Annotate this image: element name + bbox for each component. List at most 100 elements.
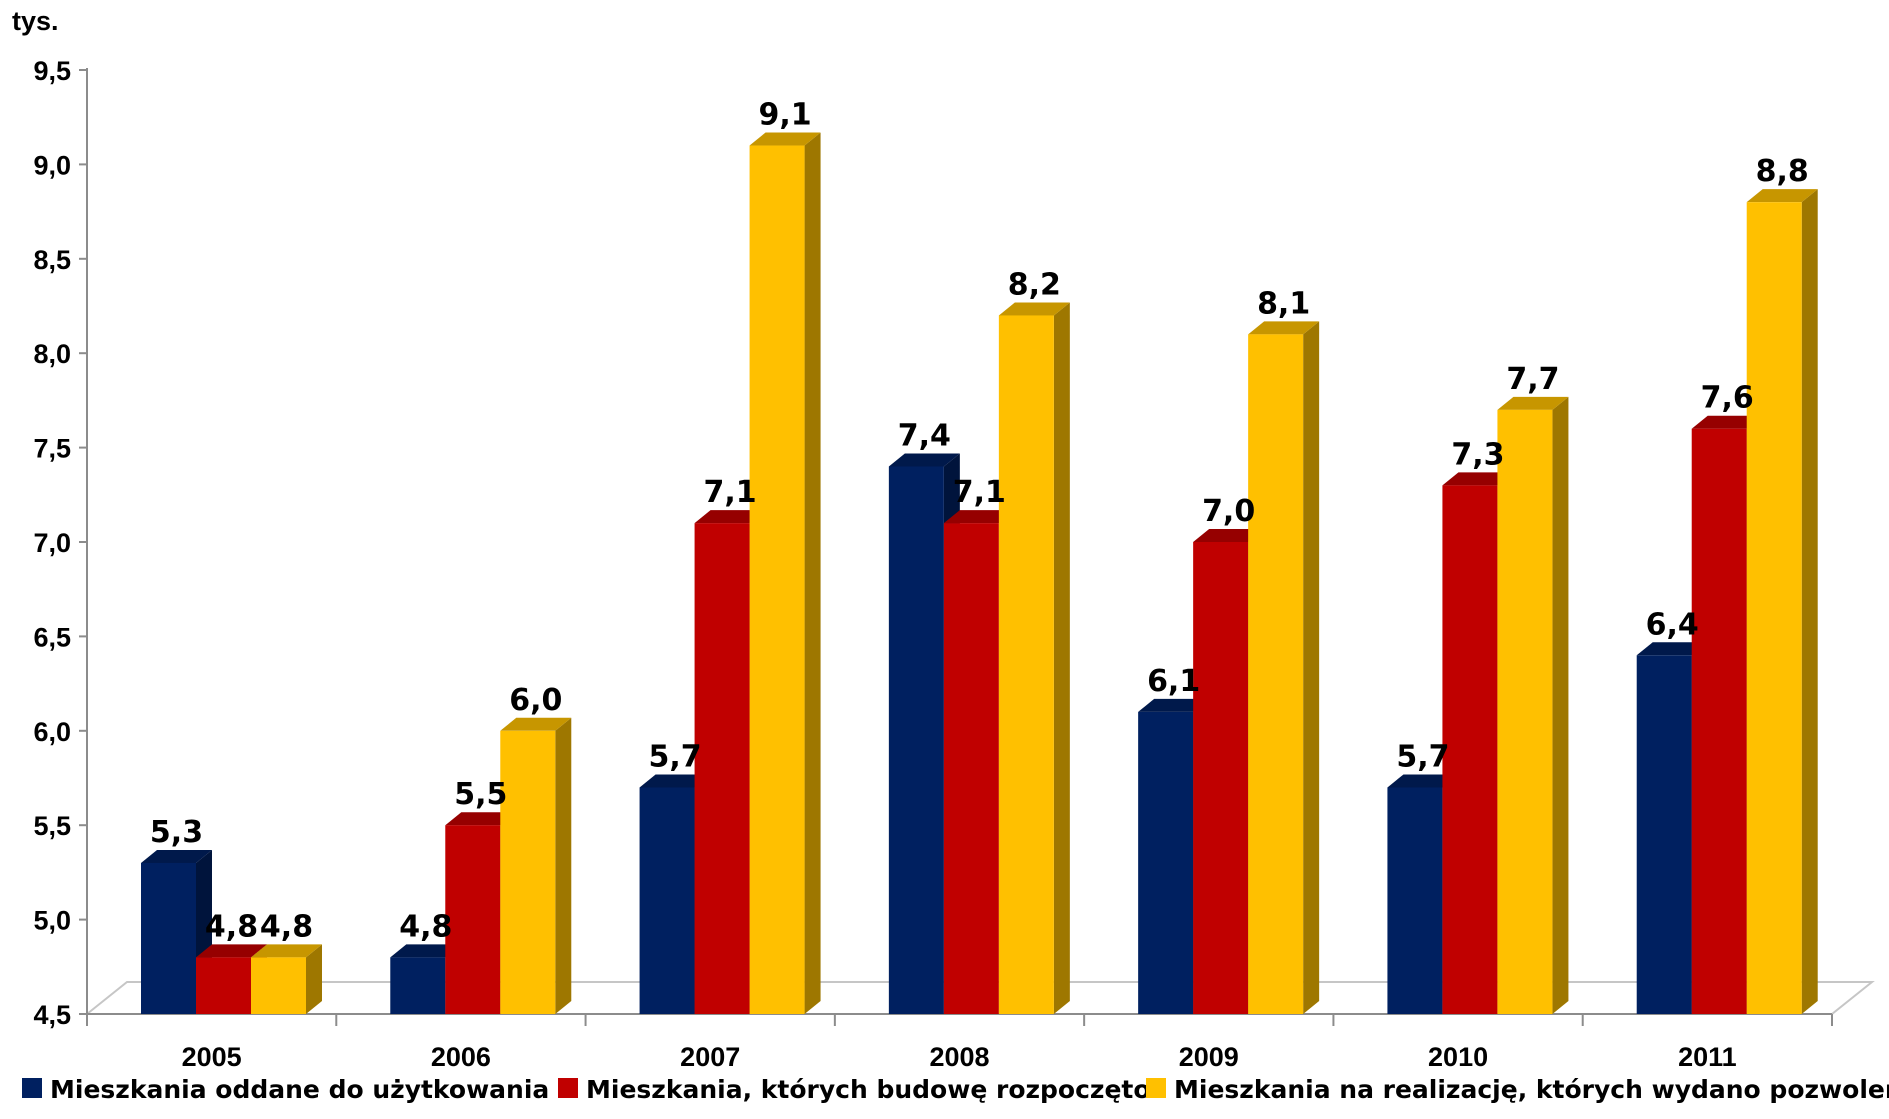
bar-front-face [500,730,556,1014]
bar-top-face [196,944,267,958]
bar-front-face [390,957,446,1014]
bar-top-face [1387,774,1459,788]
bar-front-face [1636,655,1692,1014]
bar-front-face [141,862,196,1014]
bar-top-face [1193,529,1265,542]
x-tick-label: 2006 [431,1042,491,1072]
y-tick-label: 5,5 [33,811,71,841]
legend-swatch [558,1078,578,1098]
x-tick-label: 2008 [929,1042,989,1072]
legend-label: Mieszkania na realizację, których wydano… [1174,1075,1889,1104]
bar [1248,321,1320,1014]
bar-top-face [639,774,711,788]
data-label: 8,8 [1756,154,1809,189]
bar-top-face [749,132,821,146]
data-label: 8,2 [1008,267,1061,302]
bar [998,302,1070,1014]
y-tick-label: 7,5 [33,434,71,464]
bar-front-face [943,523,999,1014]
bar-side-face [306,944,322,1014]
bar-top-face [1497,396,1569,410]
bar-top-face [445,812,517,826]
bar-top-face [1248,321,1320,335]
data-label: 5,5 [454,777,507,812]
data-label: 7,1 [703,475,756,510]
y-tick-label: 5,0 [33,906,71,936]
bar-side-face [555,717,572,1014]
bar [1746,189,1818,1014]
bar-front-face [1691,428,1747,1015]
bar-top-face [1636,642,1708,656]
data-label: 7,1 [953,475,1006,510]
y-tick-label: 6,5 [33,622,71,652]
data-label: 7,6 [1701,381,1754,416]
data-label: 6,1 [1147,664,1200,699]
y-tick-label: 8,0 [33,339,71,369]
bar [749,132,821,1014]
y-tick-label: 6,0 [33,717,71,747]
y-tick-label: 8,5 [33,245,71,275]
bar-front-face [749,145,805,1014]
bar-front-face [251,957,306,1014]
bar-side-face [804,132,821,1014]
x-tick-label: 2005 [182,1042,242,1072]
data-labels: 5,3 4,8 5,7 7,4 6,1 5,7 6,4 4,8 5,5 7,1 7,1 7,0 7,3 7… [150,98,1809,945]
legend-swatch [22,1078,42,1098]
bar-top-face [1746,189,1818,203]
data-label: 8,1 [1257,286,1310,321]
bar-top-face [998,302,1070,316]
data-label: 5,7 [1396,739,1449,774]
x-tick-label: 2007 [680,1042,740,1072]
x-tick-label: 2011 [1678,1042,1737,1072]
bar-front-face [445,825,501,1014]
bar-front-face [1138,711,1194,1014]
bar-top-face [943,510,1015,524]
bar-top-face [141,849,212,863]
y-tick-label: 4,5 [33,1000,71,1030]
bar-side-face [1303,321,1320,1014]
data-label: 7,3 [1451,437,1504,472]
y-tick-label: 7,0 [33,528,71,558]
legend: Mieszkania oddane do użytkowania Mieszkan… [22,1075,1889,1104]
legend-swatch [1146,1078,1166,1098]
data-label: 7,4 [898,418,951,453]
y-axis-unit-label: tys. [12,6,59,36]
bar [251,944,322,1014]
bar-front-face [694,523,750,1014]
x-tick-label: 2009 [1179,1042,1239,1072]
bar-side-face [1552,396,1569,1015]
y-tick-label: 9,0 [33,150,71,180]
bar-front-face [888,466,944,1015]
y-tick-label: 9,5 [33,56,71,86]
data-label: 7,7 [1506,362,1559,397]
bar-front-face [1442,485,1498,1014]
bar-front-face [1248,334,1304,1014]
bar-front-face [1497,409,1553,1015]
bar-top-face [251,944,322,958]
data-label: 9,1 [758,98,811,133]
bar-top-face [390,944,462,958]
bar-front-face [1746,202,1802,1014]
data-label: 4,8 [205,909,258,944]
bar-front-face [1193,542,1249,1014]
data-label: 6,0 [509,683,562,718]
data-label: 4,8 [399,909,452,944]
bar-top-face [1138,698,1210,712]
bar-top-face [1442,472,1514,486]
data-label: 6,4 [1646,607,1699,642]
data-label: 5,7 [648,739,701,774]
bar-top-face [500,717,572,731]
bar-front-face [1387,787,1443,1014]
bar-front-face [639,787,695,1014]
bar [500,717,572,1014]
bar-top-face [888,453,960,467]
data-label: 7,0 [1202,494,1255,529]
legend-label: Mieszkania, których budowę rozpoczęto [586,1075,1151,1104]
bars [141,132,1818,1015]
legend-label: Mieszkania oddane do użytkowania [50,1075,549,1104]
bar [1497,396,1569,1015]
bar-front-face [196,957,251,1014]
bar-top-face [694,510,766,524]
